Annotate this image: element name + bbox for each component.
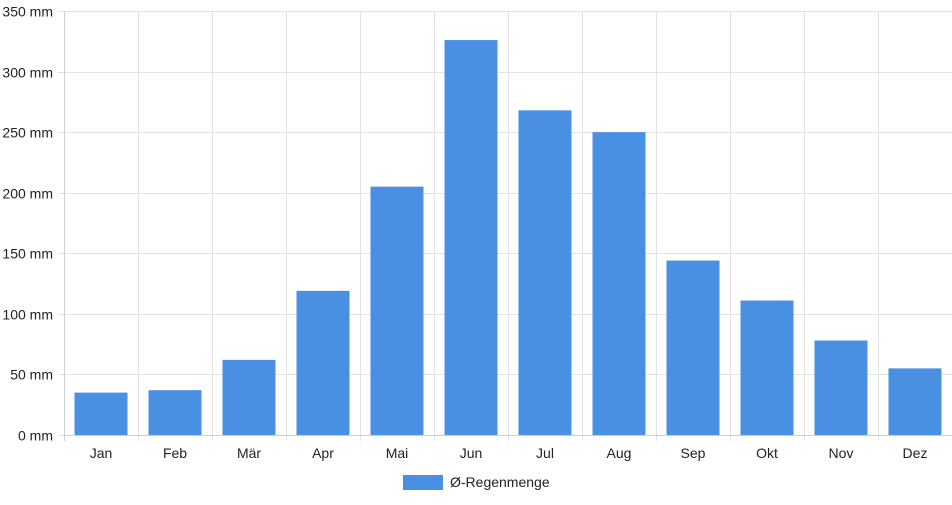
y-tick-label: 300 mm xyxy=(2,65,53,81)
legend[interactable]: Ø-Regenmenge xyxy=(403,474,550,490)
bar-aug[interactable] xyxy=(592,132,646,435)
y-tick-label: 50 mm xyxy=(10,367,53,383)
y-tick-label: 0 mm xyxy=(18,428,53,444)
x-tick-label: Apr xyxy=(312,445,334,461)
bar-mär[interactable] xyxy=(222,359,276,435)
x-tick-label: Sep xyxy=(681,445,706,461)
bar-nov[interactable] xyxy=(814,340,868,435)
bar-apr[interactable] xyxy=(296,290,350,435)
x-tick-label: Okt xyxy=(756,445,778,461)
bar-layer xyxy=(74,40,942,436)
bar-jan[interactable] xyxy=(74,392,128,435)
grid-layer xyxy=(58,11,952,441)
bar-sep[interactable] xyxy=(666,260,720,435)
y-tick-label: 150 mm xyxy=(2,246,53,262)
x-tick-label: Mai xyxy=(386,445,409,461)
bar-feb[interactable] xyxy=(148,390,202,435)
y-tick-label: 200 mm xyxy=(2,186,53,202)
axis-layer: 0 mm 50 mm 100 mm 150 mm 200 mm 250 mm 300 mm 3… xyxy=(2,4,952,461)
bar-jul[interactable] xyxy=(518,110,572,435)
x-tick-label: Dez xyxy=(903,445,928,461)
x-tick-label: Jun xyxy=(460,445,483,461)
y-tick-label: 250 mm xyxy=(2,125,53,141)
bar-jun[interactable] xyxy=(444,40,498,436)
y-tick-label: 350 mm xyxy=(2,4,53,20)
x-tick-label: Feb xyxy=(163,445,187,461)
x-tick-label: Jul xyxy=(536,445,554,461)
x-tick-label: Mär xyxy=(237,445,261,461)
x-tick-label: Jan xyxy=(90,445,113,461)
bar-mai[interactable] xyxy=(370,186,424,435)
y-tick-label: 100 mm xyxy=(2,307,53,323)
x-tick-label: Aug xyxy=(607,445,632,461)
legend-label[interactable]: Ø-Regenmenge xyxy=(450,474,550,490)
x-tick-label: Nov xyxy=(829,445,854,461)
bar-dez[interactable] xyxy=(888,368,942,435)
bar-okt[interactable] xyxy=(740,300,794,435)
legend-swatch[interactable] xyxy=(403,475,443,490)
